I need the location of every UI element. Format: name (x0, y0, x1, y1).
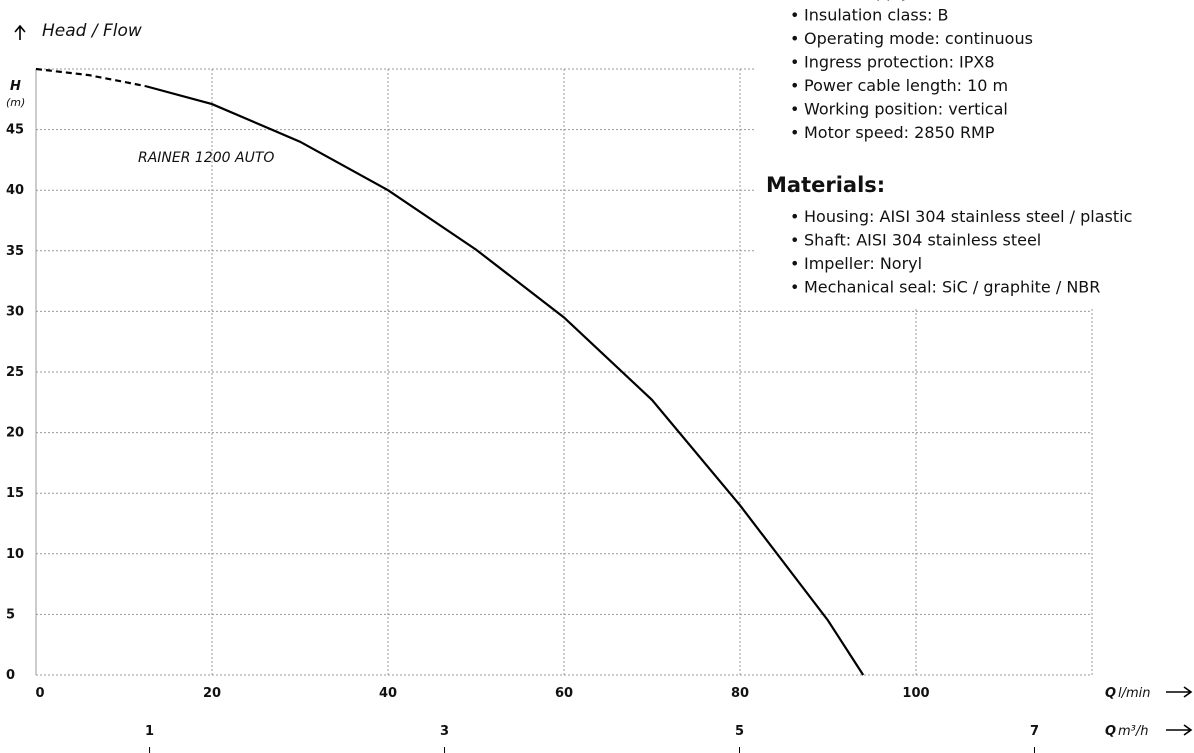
x-tick-label: 100 (902, 686, 929, 701)
material-item: Impeller: Noryl (804, 254, 922, 273)
title-arrow (14, 24, 26, 40)
material-bullet: • (790, 278, 799, 297)
x2-label-unit: m³/h (1118, 724, 1149, 739)
x2-tick-label: 1 (145, 724, 154, 739)
spec-item: Power supply: 230 V (804, 0, 966, 1)
y-tick-label: 20 (6, 426, 24, 441)
x-arrow (1166, 686, 1193, 698)
spec-item: Ingress protection: IPX8 (804, 53, 995, 72)
spec-item: Insulation class: B (804, 6, 949, 25)
x-tick-label: 0 (35, 686, 44, 701)
spec-bullet: • (790, 100, 799, 119)
spec-bullet: • (790, 0, 799, 1)
y-label-symbol: H (10, 79, 21, 94)
material-item: Shaft: AISI 304 stainless steel (804, 231, 1041, 250)
y-tick-label: 10 (6, 547, 24, 562)
x2-tick-label: 3 (440, 724, 449, 739)
spec-list: • Power supply: 230 V • Insulation class: B… (766, 0, 1132, 297)
materials-title: Materials: (766, 173, 885, 197)
x2-label-symbol: Q (1105, 724, 1116, 739)
chart-title: Head / Flow (42, 21, 142, 41)
spec-bullet: • (790, 53, 799, 72)
y-tick-label: 35 (6, 244, 24, 259)
x-tick-label: 20 (203, 686, 221, 701)
material-bullet: • (790, 254, 799, 273)
spec-bullet: • (790, 29, 799, 48)
spec-item: Motor speed: 2850 RMP (804, 123, 995, 142)
annotation: RAINER 1200 AUTO (138, 150, 274, 166)
material-bullet: • (790, 231, 799, 250)
y-tick-label: 40 (6, 183, 24, 198)
spec-item: Operating mode: continuous (804, 29, 1033, 48)
spec-bullet: • (790, 6, 799, 25)
spec-background (756, 0, 1194, 308)
x2-tick-label: 7 (1030, 724, 1039, 739)
y-tick-label: 25 (6, 365, 24, 380)
y-tick-label: 45 (6, 123, 24, 138)
x-tick-label: 60 (555, 686, 573, 701)
y-tick-label: 15 (6, 486, 24, 501)
y-tick-label: 5 (6, 607, 15, 622)
x2-arrow (1166, 724, 1193, 736)
spec-bullet: • (790, 76, 799, 95)
y-tick-label: 0 (6, 668, 15, 683)
y-tick-label: 30 (6, 304, 24, 319)
x-tick-label: 80 (731, 686, 749, 701)
material-item: Housing: AISI 304 stainless steel / plas… (804, 207, 1132, 226)
x-tick-label: 40 (379, 686, 397, 701)
spec-bullet: • (790, 123, 799, 142)
x-label-symbol: Q (1105, 686, 1116, 701)
curve (35, 67, 146, 88)
x2-tick-label: 5 (735, 724, 744, 739)
material-item: Mechanical seal: SiC / graphite / NBR (804, 278, 1100, 297)
y-label-unit: (m) (6, 96, 25, 109)
spec-item: Working position: vertical (804, 100, 1008, 119)
material-bullet: • (790, 207, 799, 226)
x-label-unit: l/min (1118, 686, 1151, 701)
curve (144, 84, 865, 676)
spec-item: Power cable length: 10 m (804, 76, 1008, 95)
